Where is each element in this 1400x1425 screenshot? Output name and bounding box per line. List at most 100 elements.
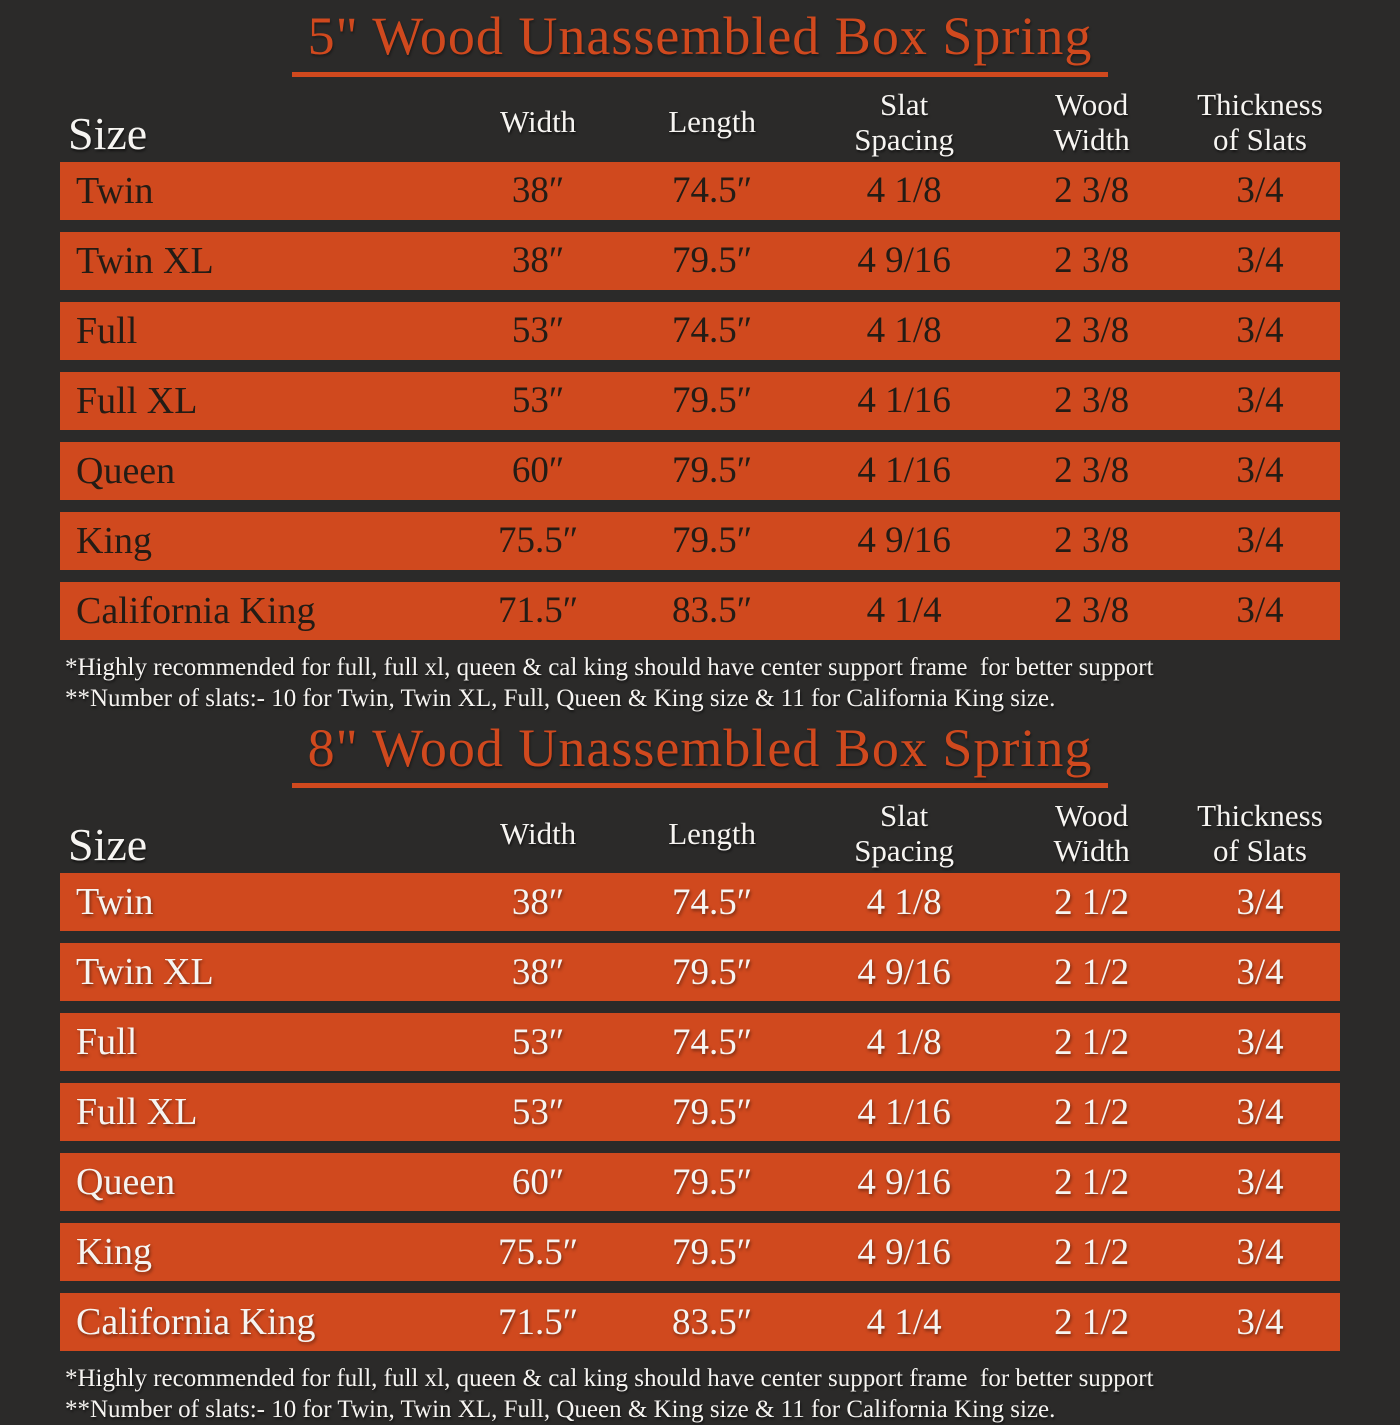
column-header-label: Length: [668, 815, 757, 851]
cell-size: Twin XL: [76, 951, 214, 994]
column-header-label: Wood: [1055, 798, 1129, 834]
column-header-label: Size: [68, 107, 148, 159]
cell-wood-width: 2 1/2: [1054, 1301, 1130, 1343]
column-header-label: Width: [1053, 833, 1130, 869]
cell-thickness-of-slats: 3/4: [1236, 240, 1284, 282]
table-title-8: 8" Wood Unassembled Box Spring: [291, 719, 1109, 789]
cell-width: 71.5″: [497, 590, 579, 632]
column-header-label: Size: [68, 819, 148, 871]
cell-size: King: [76, 1231, 152, 1274]
footnote-center-support: *Highly recommended for full, full xl, q…: [65, 1365, 1154, 1393]
table-row: Queen 60″ 79.5″ 4 1/16 2 3/8 3/4: [60, 441, 1340, 500]
cell-length: 79.5″: [672, 240, 753, 282]
column-header-length: Length: [619, 104, 805, 139]
column-header-label: Width: [1053, 121, 1130, 157]
cell-length: 74.5″: [672, 170, 753, 212]
table-row: Twin XL 38″ 79.5″ 4 9/16 2 1/2 3/4: [60, 943, 1340, 1002]
cell-size: Twin XL: [76, 239, 214, 282]
cell-size: Queen: [76, 449, 176, 492]
cell-width: 75.5″: [497, 520, 579, 562]
cell-width: 53″: [511, 380, 565, 422]
table-row: Twin 38″ 74.5″ 4 1/8 2 3/8 3/4: [60, 161, 1340, 220]
cell-slat-spacing: 4 9/16: [857, 240, 951, 282]
table-row: California King 71.5″ 83.5″ 4 1/4 2 1/2 …: [60, 1293, 1340, 1352]
cell-width: 60″: [511, 1161, 565, 1203]
column-header-slat-spacing: Slat Spacing: [805, 798, 1003, 868]
cell-thickness-of-slats: 3/4: [1236, 951, 1284, 993]
cell-length: 74.5″: [672, 881, 753, 923]
table-row: Twin XL 38″ 79.5″ 4 9/16 2 3/8 3/4: [60, 231, 1340, 290]
column-header-thickness-of-slats: Thickness of Slats: [1180, 87, 1340, 157]
cell-width: 53″: [511, 310, 565, 352]
cell-size: Queen: [76, 1161, 176, 1204]
cell-width: 71.5″: [497, 1301, 579, 1343]
cell-wood-width: 2 3/8: [1054, 590, 1130, 632]
table-body-8: Twin 38″ 74.5″ 4 1/8 2 1/2 3/4 Twin XL 3…: [60, 873, 1340, 1352]
table-header-row-8: Size Width Length Slat Spacing Wood Widt…: [60, 796, 1340, 870]
cell-wood-width: 2 1/2: [1054, 1231, 1130, 1273]
cell-wood-width: 2 1/2: [1054, 1021, 1130, 1063]
table-row: Full 53″ 74.5″ 4 1/8 2 1/2 3/4: [60, 1013, 1340, 1072]
cell-size: Full XL: [76, 379, 198, 422]
cell-slat-spacing: 4 9/16: [857, 951, 951, 993]
table-title-wrap-5: 5" Wood Unassembled Box Spring: [0, 0, 1400, 77]
cell-wood-width: 2 1/2: [1054, 1161, 1130, 1203]
column-header-width: Width: [457, 104, 620, 139]
column-header-wood-width: Wood Width: [1003, 798, 1180, 868]
footnote-slat-count: **Number of slats:- 10 for Twin, Twin XL…: [65, 1396, 1056, 1424]
cell-slat-spacing: 4 9/16: [857, 1161, 951, 1203]
column-header-label: Slat: [880, 798, 929, 834]
table-row: Full 53″ 74.5″ 4 1/8 2 3/8 3/4: [60, 301, 1340, 360]
table-body-5: Twin 38″ 74.5″ 4 1/8 2 3/8 3/4 Twin XL 3…: [60, 161, 1340, 640]
cell-wood-width: 2 3/8: [1054, 380, 1130, 422]
table-row: Twin 38″ 74.5″ 4 1/8 2 1/2 3/4: [60, 873, 1340, 932]
cell-length: 79.5″: [672, 520, 753, 562]
cell-length: 79.5″: [672, 1231, 753, 1273]
cell-wood-width: 2 3/8: [1054, 170, 1130, 212]
footnotes-5: *Highly recommended for full, full xl, q…: [60, 652, 1360, 714]
cell-thickness-of-slats: 3/4: [1236, 170, 1284, 212]
cell-size: California King: [76, 1301, 316, 1344]
table-section-8-inch: 8" Wood Unassembled Box Spring Size Widt…: [0, 714, 1400, 1425]
column-header-size: Size: [60, 107, 457, 159]
column-header-size: Size: [60, 822, 457, 870]
cell-wood-width: 2 3/8: [1054, 310, 1130, 352]
cell-size: Full: [76, 1021, 138, 1064]
table-title-wrap-8: 8" Wood Unassembled Box Spring: [0, 714, 1400, 789]
cell-slat-spacing: 4 1/4: [866, 590, 942, 632]
column-header-label: Width: [499, 815, 577, 851]
cell-slat-spacing: 4 1/8: [866, 310, 942, 352]
cell-slat-spacing: 4 1/16: [857, 1091, 951, 1133]
cell-wood-width: 2 3/8: [1054, 240, 1130, 282]
column-header-label: Spacing: [854, 833, 955, 869]
cell-wood-width: 2 1/2: [1054, 881, 1130, 923]
cell-size: California King: [76, 589, 316, 632]
cell-width: 38″: [511, 951, 565, 993]
column-header-label: of Slats: [1213, 121, 1307, 157]
table-row: Full XL 53″ 79.5″ 4 1/16 2 1/2 3/4: [60, 1083, 1340, 1142]
cell-size: Full: [76, 309, 138, 352]
cell-length: 79.5″: [672, 1091, 753, 1133]
cell-slat-spacing: 4 1/8: [866, 881, 942, 923]
cell-size: Twin: [76, 881, 154, 924]
cell-thickness-of-slats: 3/4: [1236, 1301, 1284, 1343]
table-row: California King 71.5″ 83.5″ 4 1/4 2 3/8 …: [60, 581, 1340, 640]
cell-wood-width: 2 3/8: [1054, 450, 1130, 492]
column-header-wood-width: Wood Width: [1003, 87, 1180, 157]
column-header-label: Thickness: [1197, 798, 1323, 834]
table-row: Full XL 53″ 79.5″ 4 1/16 2 3/8 3/4: [60, 371, 1340, 430]
cell-width: 38″: [511, 240, 565, 282]
table-row: King 75.5″ 79.5″ 4 9/16 2 3/8 3/4: [60, 511, 1340, 570]
cell-width: 38″: [511, 170, 565, 212]
cell-thickness-of-slats: 3/4: [1236, 1021, 1284, 1063]
table-title-5: 5" Wood Unassembled Box Spring: [291, 8, 1109, 77]
cell-length: 83.5″: [672, 1301, 753, 1343]
cell-thickness-of-slats: 3/4: [1236, 881, 1284, 923]
table-row: Queen 60″ 79.5″ 4 9/16 2 1/2 3/4: [60, 1153, 1340, 1212]
cell-length: 79.5″: [672, 380, 753, 422]
cell-width: 53″: [511, 1091, 565, 1133]
cell-thickness-of-slats: 3/4: [1236, 380, 1284, 422]
cell-length: 83.5″: [672, 590, 753, 632]
cell-slat-spacing: 4 1/8: [866, 170, 942, 212]
cell-width: 38″: [511, 881, 565, 923]
